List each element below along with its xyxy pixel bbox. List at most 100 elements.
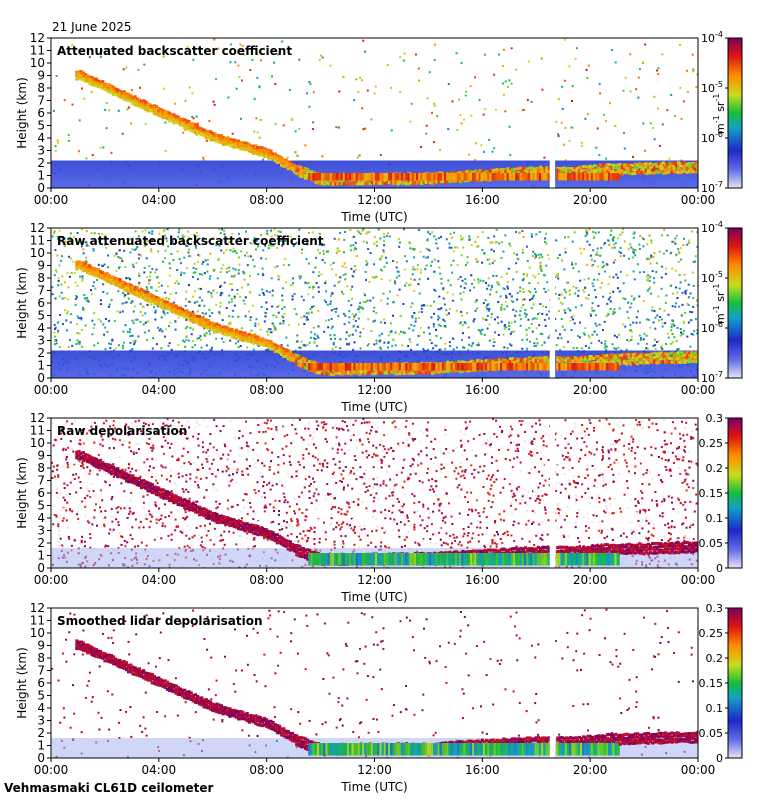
noise-pixel	[628, 339, 630, 342]
aerosol-layer-cell	[336, 371, 340, 375]
noise-pixel	[373, 236, 376, 239]
noise-pixel	[231, 315, 234, 318]
aerosol-layer-cell	[273, 343, 277, 347]
noise-pixel	[72, 235, 75, 238]
noise-pixel	[574, 306, 577, 309]
noise-pixel	[409, 341, 412, 344]
aerosol-layer-cell	[176, 309, 180, 313]
aerosol-layer-cell	[204, 318, 208, 322]
noise-pixel	[524, 308, 527, 311]
noise-pixel	[399, 330, 402, 333]
noise-pixel	[82, 252, 85, 255]
noise-pixel	[521, 288, 524, 290]
aerosol-layer-cell	[241, 333, 245, 337]
aerosol-layer-cell	[467, 169, 471, 173]
near-surface-cell	[489, 173, 493, 181]
noise-pixel	[66, 271, 69, 274]
noise-pixel	[234, 268, 237, 271]
noise-pixel	[253, 130, 256, 133]
noise-pixel	[593, 278, 596, 281]
aerosol-layer-cell	[618, 169, 622, 172]
near-surface-cell	[605, 173, 609, 181]
aerosol-layer-cell	[219, 140, 223, 144]
noise-pixel	[573, 322, 576, 325]
noise-pixel	[219, 232, 222, 235]
near-surface-cell	[582, 173, 586, 181]
noise-pixel	[460, 254, 463, 257]
noise-pixel	[649, 275, 652, 278]
aerosol-layer-cell	[290, 353, 295, 356]
noise-pixel	[407, 345, 410, 348]
aerosol-layer-cell	[129, 99, 133, 103]
near-surface-cell	[403, 173, 407, 181]
noise-pixel	[585, 68, 588, 71]
aerosol-layer-cell	[189, 129, 193, 133]
aerosol-layer-cell	[137, 294, 141, 298]
noise-pixel	[484, 299, 487, 302]
noise-pixel	[473, 318, 476, 321]
aerosol-layer-cell	[364, 179, 368, 183]
aerosol-layer-cell	[685, 171, 689, 174]
noise-pixel	[164, 234, 166, 237]
aerosol-layer-cell	[172, 304, 176, 308]
noise-pixel	[330, 309, 333, 312]
aerosol-layer-cell	[144, 294, 148, 298]
noise-pixel	[538, 324, 541, 327]
noise-pixel	[205, 344, 208, 347]
noise-pixel	[229, 339, 232, 342]
noise-pixel	[623, 147, 626, 150]
aerosol-layer-cell	[206, 135, 210, 139]
aerosol-layer-cell	[75, 74, 79, 78]
noise-pixel	[410, 348, 412, 351]
aerosol-layer-cell	[579, 165, 584, 169]
noise-pixel	[474, 309, 477, 312]
noise-pixel	[623, 254, 626, 257]
noise-pixel	[162, 230, 165, 233]
aerosol-layer-cell	[605, 170, 609, 173]
noise-pixel	[572, 314, 575, 317]
noise-pixel	[399, 56, 402, 59]
noise-pixel	[558, 310, 560, 312]
noise-pixel	[474, 142, 477, 145]
noise-pixel	[375, 312, 378, 315]
aerosol-layer-cell	[99, 276, 103, 280]
aerosol-layer-cell	[679, 162, 683, 166]
noise-pixel	[506, 280, 509, 283]
noise-pixel	[281, 299, 284, 302]
noise-pixel	[617, 333, 620, 336]
noise-pixel	[653, 138, 656, 141]
noise-pixel	[669, 284, 672, 286]
noise-pixel	[466, 312, 469, 315]
noise-pixel	[679, 247, 682, 250]
noise-pixel	[352, 270, 355, 273]
noise-pixel	[444, 347, 447, 350]
noise-pixel	[162, 244, 165, 247]
aerosol-layer-cell	[485, 170, 489, 174]
aerosol-layer-cell	[90, 77, 94, 81]
near-surface-cell	[366, 173, 370, 181]
noise-pixel	[483, 252, 486, 254]
aerosol-layer-cell	[262, 152, 267, 156]
noise-pixel	[141, 314, 144, 317]
noise-pixel	[202, 261, 205, 263]
noise-pixel	[665, 249, 668, 252]
aerosol-layer-cell	[323, 371, 327, 375]
noise-pixel	[500, 320, 503, 323]
aerosol-layer-cell	[239, 145, 243, 148]
aerosol-layer-cell	[226, 326, 230, 330]
aerosol-layer-cell	[79, 267, 83, 271]
aerosol-layer-cell	[129, 291, 133, 295]
noise-pixel	[308, 262, 310, 265]
aerosol-layer-cell	[148, 103, 152, 107]
aerosol-layer-cell	[625, 163, 629, 167]
aerosol-layer-cell	[577, 166, 581, 169]
noise-pixel	[584, 287, 587, 289]
noise-pixel	[179, 262, 182, 265]
noise-pixel	[146, 303, 149, 306]
noise-pixel	[510, 299, 513, 302]
aerosol-layer-cell	[224, 137, 228, 141]
noise-pixel	[623, 240, 626, 243]
noise-pixel	[563, 296, 566, 299]
noise-pixel	[596, 333, 599, 336]
noise-pixel	[486, 287, 489, 290]
